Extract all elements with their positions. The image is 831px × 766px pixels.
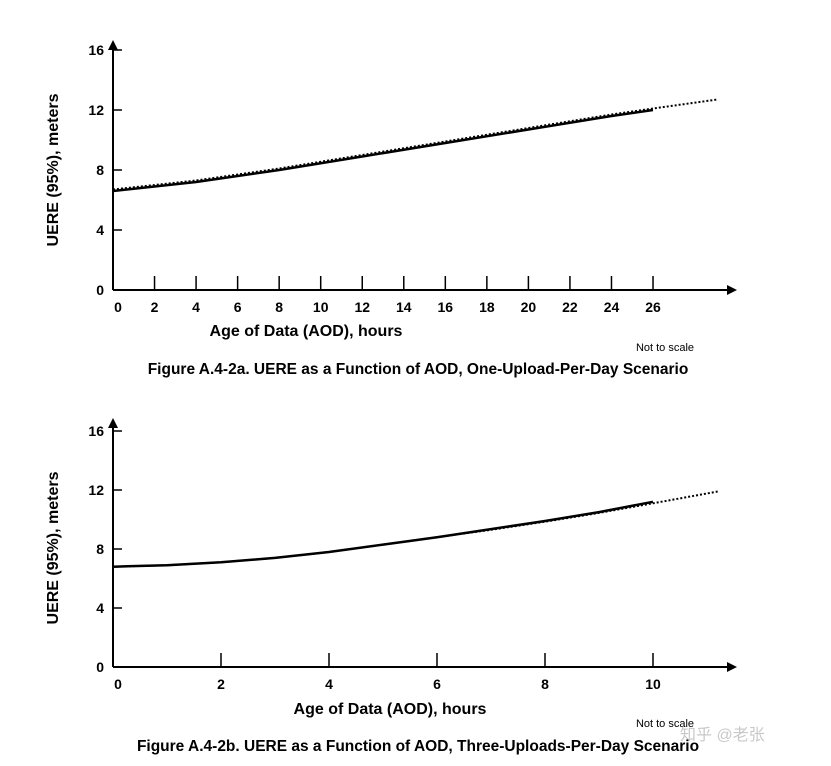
x-tick-label: 24	[604, 299, 620, 315]
x-tick-label: 0	[114, 299, 122, 315]
x-tick-label: 12	[354, 299, 370, 315]
x-tick-label: 6	[433, 676, 441, 692]
x-tick-label: 22	[562, 299, 578, 315]
y-tick-label: 12	[88, 482, 104, 498]
x-tick-label: 6	[234, 299, 242, 315]
x-tick-label: 18	[479, 299, 495, 315]
series-line-solid	[112, 108, 654, 193]
y-axis-arrow	[108, 418, 118, 428]
x-tick-label: 26	[645, 299, 661, 315]
x-tick-label: 20	[521, 299, 537, 315]
y-tick-label: 16	[88, 423, 104, 439]
y-axis-label: UERE (95%), meters	[45, 93, 62, 246]
x-axis-label: Age of Data (AOD), hours	[294, 701, 487, 718]
y-axis-label: UERE (95%), meters	[45, 471, 62, 624]
figure-caption: Figure A.4-2a. UERE as a Function of AOD…	[148, 361, 689, 378]
y-tick-label: 12	[88, 102, 104, 118]
x-tick-label: 14	[396, 299, 412, 315]
x-axis-label: Age of Data (AOD), hours	[210, 323, 403, 340]
y-axis-arrow	[108, 40, 118, 50]
series-line-solid	[112, 500, 654, 568]
y-tick-label: 0	[96, 282, 104, 298]
y-tick-label: 8	[96, 541, 104, 557]
series-line-dotted	[112, 98, 718, 191]
x-tick-label: 4	[325, 676, 333, 692]
x-tick-label: 4	[192, 299, 200, 315]
x-tick-label: 0	[114, 676, 122, 692]
y-tick-label: 4	[96, 222, 104, 238]
x-tick-label: 2	[151, 299, 159, 315]
x-axis-arrow	[727, 285, 737, 295]
x-tick-label: 8	[275, 299, 283, 315]
watermark: 知乎 @老张	[680, 726, 765, 744]
x-tick-label: 16	[438, 299, 454, 315]
x-tick-label: 2	[217, 676, 225, 692]
series-line-dotted	[112, 490, 718, 568]
x-tick-label: 8	[541, 676, 549, 692]
y-tick-label: 4	[96, 600, 104, 616]
not-to-scale-note: Not to scale	[636, 718, 694, 730]
chart-b: 0 2 4 6 8 10 0 4 8 12 16 Age of Data (AOD), hours UE…	[45, 418, 737, 755]
x-tick-label: 10	[645, 676, 661, 692]
figure-caption: Figure A.4-2b. UERE as a Function of AOD…	[137, 738, 699, 755]
y-tick-label: 16	[88, 42, 104, 58]
x-tick-label: 10	[313, 299, 329, 315]
y-tick-label: 0	[96, 659, 104, 675]
y-tick-label: 8	[96, 162, 104, 178]
not-to-scale-note: Not to scale	[636, 342, 694, 354]
x-axis-arrow	[727, 662, 737, 672]
